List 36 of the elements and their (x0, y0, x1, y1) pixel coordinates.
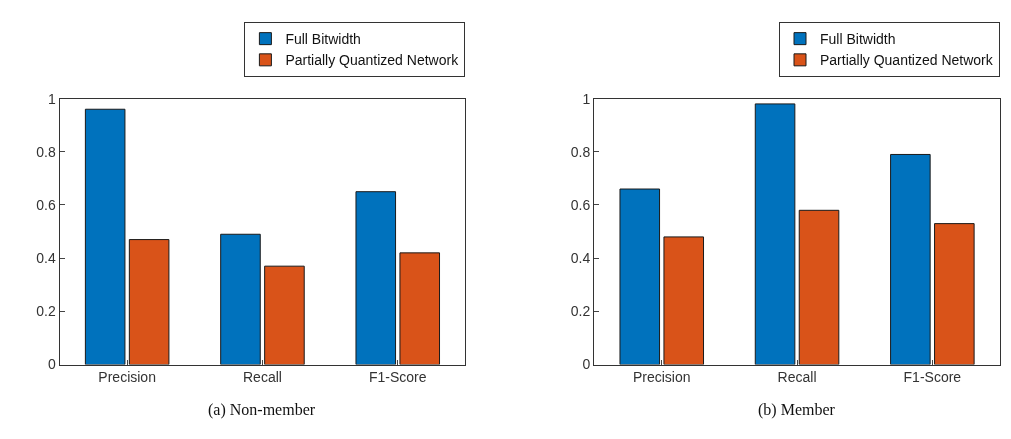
text: (b) Member (758, 401, 836, 419)
bar (619, 188, 661, 365)
bar (663, 236, 705, 365)
y-tick-label: 0 (582, 356, 591, 373)
y-tick-label: 0.2 (570, 303, 591, 320)
bar (754, 103, 796, 365)
y-tick-label: 0.4 (36, 250, 56, 267)
x-tick-label: F1-Score (903, 369, 962, 386)
bar (264, 265, 305, 365)
y-tick-label: 0.4 (570, 250, 591, 267)
bar (128, 239, 170, 365)
bar (399, 252, 441, 365)
bar (84, 108, 126, 365)
x-tick-label: Precision (632, 369, 691, 386)
y-tick-label: 0.8 (570, 143, 591, 160)
legend-label: Partially Quantized Network (820, 52, 994, 69)
legend-label: Full Bitwidth (820, 31, 896, 48)
bar (890, 153, 931, 365)
bar (220, 233, 261, 365)
x-tick-label: Recall (243, 369, 282, 386)
bar (934, 223, 975, 365)
legend-label: Full Bitwidth (285, 31, 361, 48)
bar (355, 191, 397, 365)
y-tick-label: 1 (582, 90, 591, 107)
y-tick-label: 0.6 (36, 196, 56, 213)
y-tick-label: 0.8 (36, 143, 56, 160)
text: (a) Non-member (208, 401, 316, 419)
y-tick-label: 0.2 (36, 303, 56, 320)
y-tick-label: 0.6 (570, 196, 591, 213)
x-tick-label: F1-Score (368, 369, 427, 386)
legend-label: Partially Quantized Network (285, 52, 460, 69)
x-tick-label: Recall (777, 369, 817, 386)
bar (798, 209, 840, 365)
x-tick-label: Precision (98, 369, 156, 386)
y-tick-label: 0 (47, 356, 56, 373)
y-tick-label: 1 (47, 90, 56, 107)
